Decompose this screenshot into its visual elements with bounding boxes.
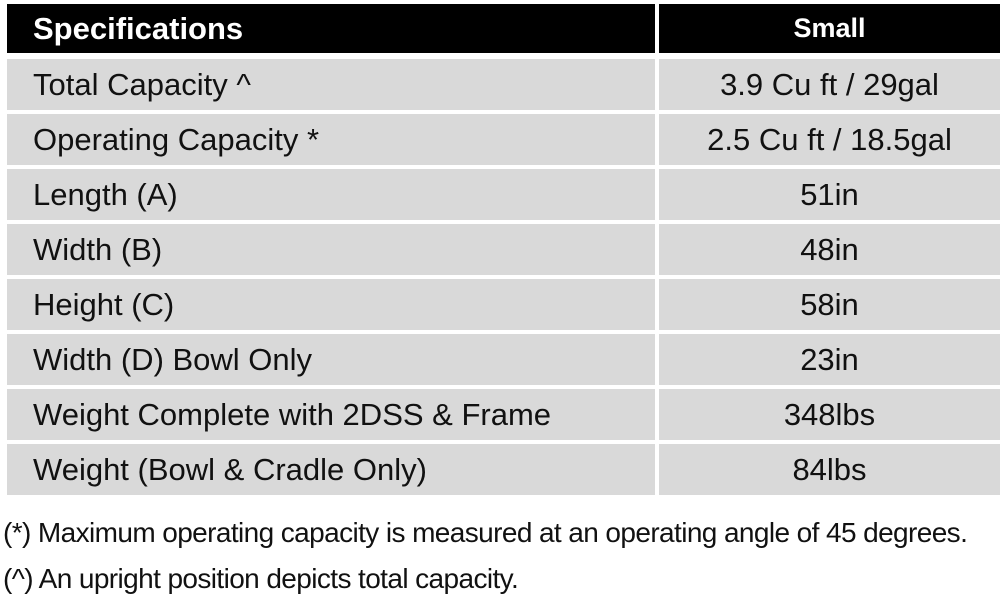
table-row: Weight (Bowl & Cradle Only) 84lbs xyxy=(7,444,1000,495)
spec-label: Height (C) xyxy=(7,279,655,330)
header-size: Small xyxy=(659,4,1000,53)
table-row: Total Capacity ^ 3.9 Cu ft / 29gal xyxy=(7,59,1000,110)
header-specifications: Specifications xyxy=(7,4,655,53)
footnote-total-capacity: (^) An upright position depicts total ca… xyxy=(3,563,519,594)
spec-label: Total Capacity ^ xyxy=(7,59,655,110)
footnotes: (*) Maximum operating capacity is measur… xyxy=(3,510,968,602)
table-row: Width (B) 48in xyxy=(7,224,1000,275)
table-row: Weight Complete with 2DSS & Frame 348lbs xyxy=(7,389,1000,440)
table-row: Width (D) Bowl Only 23in xyxy=(7,334,1000,385)
spec-value: 23in xyxy=(659,334,1000,385)
spec-value: 348lbs xyxy=(659,389,1000,440)
table-row: Operating Capacity * 2.5 Cu ft / 18.5gal xyxy=(7,114,1000,165)
spec-label: Width (B) xyxy=(7,224,655,275)
footnote-operating-capacity: (*) Maximum operating capacity is measur… xyxy=(3,517,968,548)
spec-value: 2.5 Cu ft / 18.5gal xyxy=(659,114,1000,165)
table-row: Height (C) 58in xyxy=(7,279,1000,330)
spec-value: 3.9 Cu ft / 29gal xyxy=(659,59,1000,110)
specifications-table: Specifications Small Total Capacity ^ 3.… xyxy=(7,4,1000,499)
spec-value: 51in xyxy=(659,169,1000,220)
spec-label: Weight Complete with 2DSS & Frame xyxy=(7,389,655,440)
spec-label: Width (D) Bowl Only xyxy=(7,334,655,385)
spec-label: Length (A) xyxy=(7,169,655,220)
table-row: Length (A) 51in xyxy=(7,169,1000,220)
spec-label: Operating Capacity * xyxy=(7,114,655,165)
table-header-row: Specifications Small xyxy=(7,4,1000,53)
spec-value: 84lbs xyxy=(659,444,1000,495)
spec-value: 48in xyxy=(659,224,1000,275)
spec-label: Weight (Bowl & Cradle Only) xyxy=(7,444,655,495)
spec-value: 58in xyxy=(659,279,1000,330)
